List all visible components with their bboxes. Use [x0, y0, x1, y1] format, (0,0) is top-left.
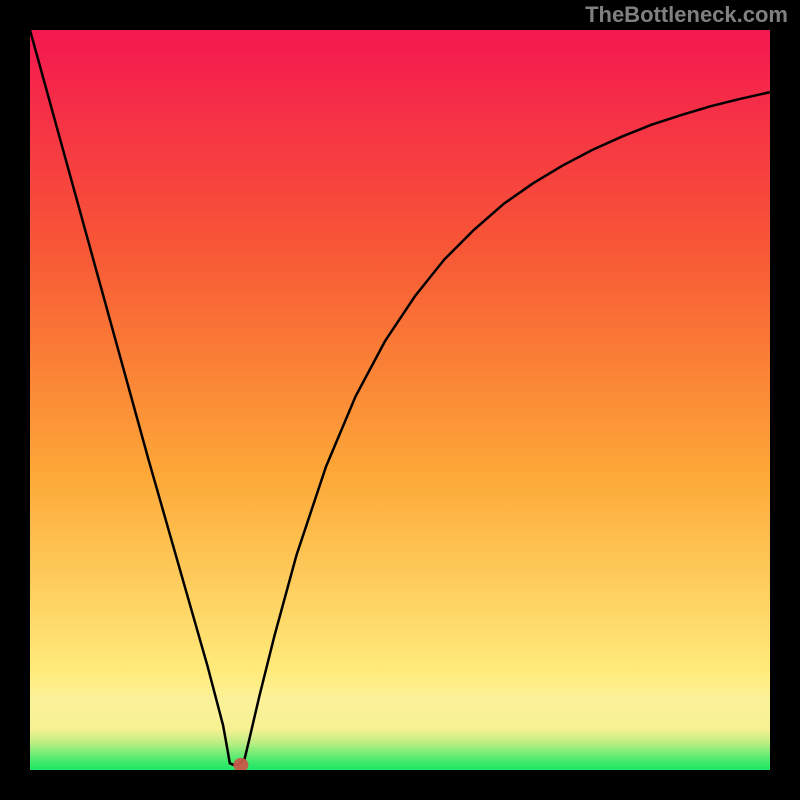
- minimum-marker: [234, 758, 248, 770]
- outer-frame: TheBottleneck.com: [0, 0, 800, 800]
- watermark-text: TheBottleneck.com: [585, 2, 788, 28]
- plot-area: [30, 30, 770, 770]
- chart-svg: [30, 30, 770, 770]
- bottleneck-curve: [30, 30, 770, 765]
